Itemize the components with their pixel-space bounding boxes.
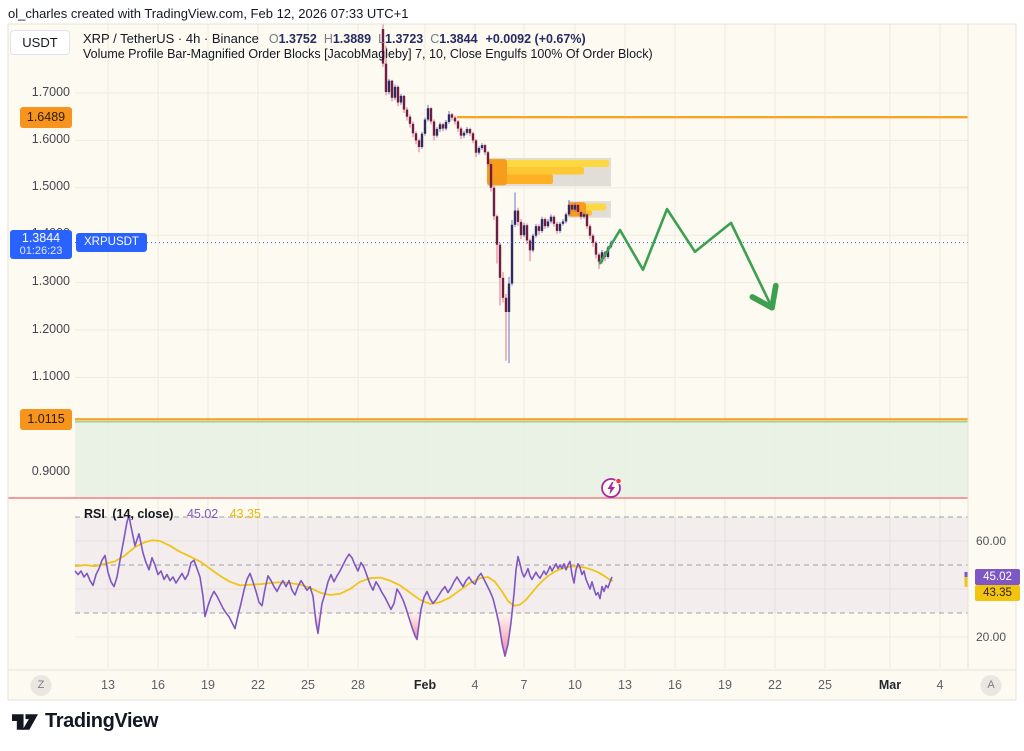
time-axis-label: 7 [520,678,528,692]
time-axis-label: 19 [718,678,732,692]
ohlc-letter: L [378,32,386,46]
rsi-axis-label: 60.00 [976,534,1007,548]
current-price-value: 1.3844 [21,231,61,245]
time-axis-label: 28 [351,678,365,692]
time-axis-label: Feb [413,678,437,692]
rsi-legend[interactable]: RSI (14, close) 45.02 43.35 [84,507,261,521]
watermark-attribution: ol_charles created with TradingView.com,… [8,6,409,21]
rsi-axis-label: 20.00 [976,630,1007,644]
chart-legend-line1: XRP / TetherUS · 4h · Binance O1.3752 H1.3… [83,31,586,46]
time-axis-label: 10 [568,678,582,692]
rsi-value-line: 45.02 [186,507,219,521]
projection-arrow-drawing[interactable] [598,207,779,311]
ohlc-letter: H [323,32,333,46]
time-axis-label: 22 [768,678,782,692]
time-axis-label: 13 [101,678,115,692]
price-axis-label: 1.5000 [31,179,70,193]
time-axis-label: 4 [471,678,479,692]
ohlc-value: 1.3844 [439,32,478,46]
ohlc-values: O1.3752 H1.3889 L1.3723 C1.3844 [269,31,485,46]
rsi-value-ma: 43.35 [229,507,261,521]
rsi-params: (14, close) [112,507,174,521]
rsi-ma-badge: 43.35 [975,585,1020,601]
currency-toggle-button[interactable]: USDT [10,30,70,55]
ohlc-letter: C [430,32,440,46]
ohlc-value: 1.3889 [332,32,372,46]
price-level-badge-low: 1.0115 [20,409,72,430]
tradingview-logo-text: TradingView [45,710,159,732]
candles [381,23,613,364]
rsi-ma-line [74,539,614,607]
ohlc-value: 1.3752 [278,32,317,46]
green-demand-zone [75,420,968,497]
time-axis-label: 16 [151,678,165,692]
tradingview-logo[interactable]: TradingView [12,710,158,733]
order-blocks [487,157,611,218]
indicator-legend[interactable]: Volume Profile Bar-Magnified Order Block… [83,47,653,61]
price-axis-label: 0.9000 [31,464,70,478]
price-axis-label: 1.7000 [31,85,70,99]
current-price-badge: 1.3844 01:26:23 [10,230,72,259]
bar-countdown: 01:26:23 [19,245,63,257]
time-axis-label: 19 [201,678,215,692]
time-axis-label: 25 [818,678,832,692]
chart-background [8,24,1016,700]
price-level-badge-high: 1.6489 [20,107,72,128]
rsi-line-badge: 45.02 [975,569,1020,585]
time-axis-label: 16 [668,678,682,692]
tradingview-logo-mark [12,713,38,730]
time-axis-edge-button[interactable]: A [980,675,1002,696]
change-value: +0.0092 (+0.67%) [485,32,586,46]
symbol-price-tag: XRPUSDT [76,233,147,252]
rsi-oversold-fill [493,613,516,657]
rsi-line [74,514,613,658]
rsi-title: RSI [84,507,105,521]
time-axis-label: 25 [301,678,315,692]
time-axis-edge-button[interactable]: Z [30,675,52,696]
symbol-title[interactable]: XRP / TetherUS · 4h · Binance [83,31,259,46]
time-axis-label: 13 [618,678,632,692]
time-axis-label: 4 [936,678,944,692]
price-axis-label: 1.6000 [31,132,70,146]
price-axis-label: 1.1000 [31,369,70,383]
ohlc-letter: O [268,32,279,46]
flash-events-icon[interactable] [599,476,623,500]
time-axis-label: 22 [251,678,265,692]
time-axis-label: Mar [878,678,902,692]
price-axis-label: 1.2000 [31,322,70,336]
ohlc-value: 1.3723 [385,32,424,46]
price-axis-label: 1.3000 [31,274,70,288]
